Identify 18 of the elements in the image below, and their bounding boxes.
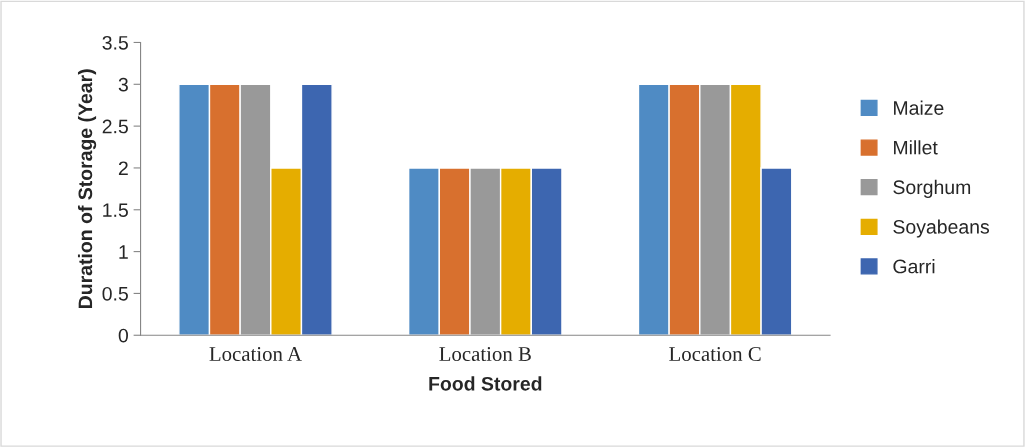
legend-label: Sorghum [893, 179, 971, 198]
legend-label: Millet [894, 140, 938, 155]
x-tick-label: Location A [209, 347, 302, 362]
legend-label: Maize [894, 100, 944, 115]
y-tick-label: 2 [118, 161, 128, 175]
y-tick-label: 3 [118, 77, 128, 92]
legend-label: Garri [893, 259, 935, 274]
y-tick-label: 0.5 [102, 286, 128, 301]
y-tick-label: 1.5 [103, 203, 128, 218]
y-tick-label: 3.5 [102, 35, 128, 50]
x-axis-title: Food Stored [429, 376, 542, 391]
x-tick-label: Location C [669, 347, 761, 362]
legend-label: Soyabeans [893, 219, 990, 238]
y-tick-label: 0 [118, 328, 128, 343]
y-tick-label: 2.5 [102, 119, 128, 134]
x-tick-label: Location B [439, 347, 531, 362]
y-axis-title: Duration of Storage (Year) [77, 69, 97, 309]
y-tick-label: 1 [119, 245, 128, 259]
